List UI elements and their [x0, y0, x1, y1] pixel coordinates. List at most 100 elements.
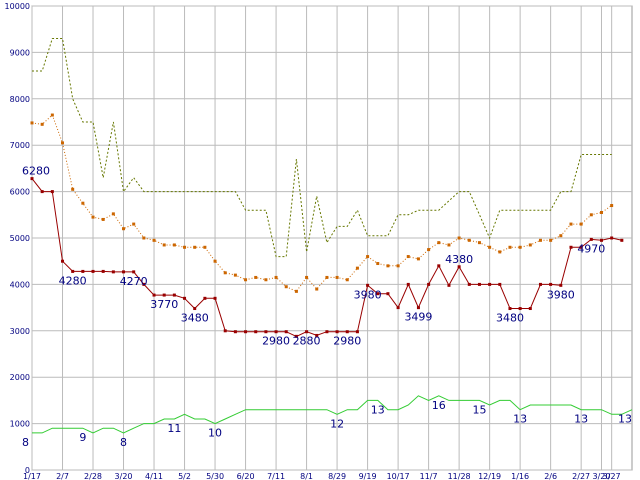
- series-1-point: [305, 330, 309, 334]
- series-0-point: [294, 289, 298, 293]
- data-label: 8: [22, 436, 29, 449]
- series-0-point: [508, 245, 512, 249]
- data-label: 4270: [120, 275, 148, 288]
- x-tick-label: 5/30: [206, 472, 224, 480]
- series-1-point: [101, 269, 105, 273]
- series-0-point: [447, 243, 451, 247]
- series-1-point: [91, 269, 95, 273]
- series-1-point: [447, 283, 451, 287]
- series-0-point: [416, 257, 420, 261]
- y-tick-label: 3000: [10, 327, 30, 336]
- series-1-point: [172, 293, 176, 297]
- series-1-point: [579, 245, 583, 249]
- series-1-point: [518, 307, 522, 311]
- series-line-3: [32, 395, 633, 434]
- series-1-point: [203, 296, 207, 300]
- x-tick-label: 8/1: [300, 472, 313, 480]
- series-0-point: [315, 287, 319, 291]
- series-0-point: [223, 271, 227, 275]
- series-0-point: [457, 236, 461, 240]
- series-1-point: [325, 330, 329, 334]
- series-1-point: [213, 296, 217, 300]
- series-1-point: [132, 270, 136, 274]
- series-0-point: [142, 236, 146, 240]
- data-label: 12: [330, 417, 344, 430]
- y-tick-label: 0: [25, 466, 30, 475]
- data-label: 3980: [547, 288, 575, 301]
- data-label: 10: [208, 427, 222, 440]
- series-1-point: [264, 330, 268, 334]
- series-0-point: [172, 243, 176, 247]
- data-label: 13: [574, 413, 588, 426]
- x-tick-label: 11/7: [420, 472, 438, 480]
- series-0-point: [376, 262, 380, 266]
- y-tick-label: 9000: [10, 48, 30, 57]
- series-1-point: [498, 282, 502, 286]
- series-0-point: [528, 243, 532, 247]
- series-0-point: [203, 245, 207, 249]
- series-1-point: [244, 330, 248, 334]
- series-0-point: [132, 222, 136, 226]
- x-tick-label: 3/27: [603, 472, 621, 480]
- data-label: 9: [79, 431, 86, 444]
- series-0-point: [183, 245, 187, 249]
- series-1-point: [81, 269, 85, 273]
- series-0-point: [366, 255, 370, 259]
- data-label: 13: [618, 413, 632, 426]
- series-0-point: [50, 113, 54, 117]
- data-label: 3770: [150, 298, 178, 311]
- series-1-point: [589, 237, 593, 241]
- x-tick-label: 3/20: [593, 472, 611, 480]
- series-1-point: [437, 264, 441, 268]
- series-0-point: [233, 273, 237, 277]
- series-1-point: [61, 259, 65, 263]
- series-1-point: [294, 334, 298, 338]
- series-1-point: [386, 292, 390, 296]
- series-0-point: [81, 201, 85, 205]
- series-1-point: [233, 330, 237, 334]
- series-1-point: [610, 236, 614, 240]
- series-0-point: [579, 222, 583, 226]
- series-0-point: [101, 217, 105, 221]
- series-1-point: [315, 333, 319, 337]
- series-1-point: [355, 330, 359, 334]
- series-1-point: [396, 306, 400, 310]
- series-0-point: [355, 266, 359, 270]
- series-1-point: [142, 282, 146, 286]
- x-tick-label: 6/20: [237, 472, 255, 480]
- series-0-point: [610, 204, 614, 208]
- x-tick-label: 8/29: [328, 472, 346, 480]
- data-label: 2980: [262, 335, 290, 348]
- data-label: 3499: [404, 311, 432, 324]
- series-0-point: [91, 215, 95, 219]
- series-0-point: [213, 259, 217, 263]
- data-label: 2980: [333, 335, 361, 348]
- series-0-point: [274, 275, 278, 279]
- y-tick-label: 7000: [10, 141, 30, 150]
- series-1-point: [538, 282, 542, 286]
- series-1-point: [416, 306, 420, 310]
- x-tick-label: 3/20: [115, 472, 133, 480]
- data-label: 13: [513, 413, 527, 426]
- series-1-point: [477, 282, 481, 286]
- series-0-point: [122, 227, 126, 231]
- series-0-point: [427, 248, 431, 252]
- y-tick-label: 6000: [10, 188, 30, 197]
- series-1-point: [488, 282, 492, 286]
- series-0-point: [61, 141, 65, 145]
- data-label: 4380: [445, 253, 473, 266]
- series-1-point: [71, 269, 75, 273]
- series-0-point: [264, 278, 268, 282]
- y-tick-label: 2000: [10, 373, 30, 382]
- series-1-point: [274, 330, 278, 334]
- y-tick-label: 8000: [10, 95, 30, 104]
- series-1-point: [111, 270, 115, 274]
- series-0-point: [396, 264, 400, 268]
- axes: 0 1000 2000 3000 4000 5000 6000 7000 8000 9000 100…: [5, 2, 621, 480]
- x-tick-label: 4/11: [145, 472, 163, 480]
- data-label: 3980: [354, 288, 382, 301]
- series-1-point: [549, 282, 553, 286]
